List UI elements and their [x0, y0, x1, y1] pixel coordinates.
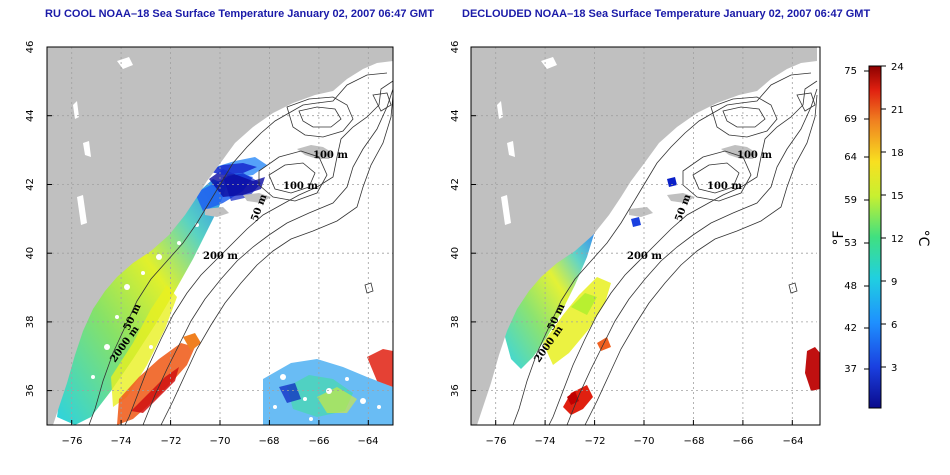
right-lon-tick-64: −64 — [782, 436, 803, 447]
left-panel-title: RU COOL NOAA–18 Sea Surface Temperature … — [45, 8, 435, 20]
cb-c-tick-3: 3 — [891, 363, 897, 374]
left-lat-tick-44: 44 — [25, 109, 36, 122]
right-lon-tick-70: −70 — [633, 436, 654, 447]
right-lon-tick-76: −76 — [485, 436, 506, 447]
left-lon-tick-72: −72 — [160, 436, 181, 447]
cb-c-tick-21: 21 — [891, 105, 904, 116]
cb-f-tick-75: 75 — [844, 66, 857, 77]
right-lat-tick-38: 38 — [450, 316, 461, 329]
right-lon-tick-66: −66 — [732, 436, 753, 447]
left-lat-tick-36: 36 — [25, 384, 36, 397]
left-axis-labels: −76 −74 −72 −70 −68 −66 −64 36 38 40 42 … — [25, 41, 379, 447]
right-lon-tick-72: −72 — [584, 436, 605, 447]
right-lat-tick-36: 36 — [450, 384, 461, 397]
left-map-frame — [46, 46, 394, 426]
cb-c-tick-15: 15 — [891, 191, 904, 202]
right-lat-tick-44: 44 — [450, 109, 461, 122]
cb-f-tick-59: 59 — [844, 195, 857, 206]
cb-c-tick-24: 24 — [891, 62, 904, 73]
right-contour-label-200m: 200 m — [627, 251, 662, 262]
cb-c-tick-12: 12 — [891, 234, 904, 245]
left-lon-tick-76: −76 — [61, 436, 82, 447]
colorbar: 75 69 64 59 53 48 42 37 24 21 18 15 12 9… — [831, 62, 931, 409]
left-lat-tick-38: 38 — [25, 316, 36, 329]
right-lon-tick-68: −68 — [683, 436, 704, 447]
cb-celsius-unit: °C — [915, 230, 931, 247]
cb-fahrenheit-unit: °F — [831, 230, 847, 245]
left-contour-label-100m-bank: 100 m — [283, 181, 318, 192]
right-lat-tick-42: 42 — [450, 178, 461, 191]
cb-f-tick-69: 69 — [844, 114, 857, 125]
right-lat-tick-46: 46 — [450, 41, 461, 54]
right-contour-label-100m-north: 100 m — [737, 150, 772, 161]
left-lat-tick-40: 40 — [25, 247, 36, 260]
left-contour-label-200m: 200 m — [203, 251, 238, 262]
right-lat-tick-40: 40 — [450, 247, 461, 260]
right-contour-label-100m-bank: 100 m — [707, 181, 742, 192]
right-sst-map: 100 m 100 m 50 m 200 m 50 m 2000 m — [470, 46, 821, 426]
left-lon-tick-64: −64 — [357, 436, 378, 447]
left-lon-tick-74: −74 — [110, 436, 131, 447]
cb-f-tick-64: 64 — [844, 152, 857, 163]
left-lon-tick-66: −66 — [308, 436, 329, 447]
cb-f-tick-42: 42 — [844, 323, 857, 334]
left-lon-tick-68: −68 — [258, 436, 279, 447]
left-sst-map: 100 m 100 m 50 m 200 m 50 m 2000 m — [46, 46, 394, 426]
left-contour-label-100m-north: 100 m — [313, 150, 348, 161]
right-map-frame — [470, 46, 821, 426]
colorbar-gradient — [868, 65, 882, 409]
cb-c-tick-18: 18 — [891, 148, 904, 159]
cb-f-tick-53: 53 — [844, 238, 857, 249]
cb-f-tick-48: 48 — [844, 281, 857, 292]
left-lat-tick-42: 42 — [25, 178, 36, 191]
right-panel-title: DECLOUDED NOAA–18 Sea Surface Temperatur… — [462, 8, 871, 20]
right-axis-labels: −76 −74 −72 −70 −68 −66 −64 36 38 40 42 … — [450, 41, 804, 447]
cb-c-tick-6: 6 — [891, 320, 897, 331]
right-lon-tick-74: −74 — [534, 436, 555, 447]
left-lon-tick-70: −70 — [209, 436, 230, 447]
left-lat-tick-46: 46 — [25, 41, 36, 54]
cb-f-tick-37: 37 — [844, 364, 857, 375]
cb-c-tick-9: 9 — [891, 277, 897, 288]
